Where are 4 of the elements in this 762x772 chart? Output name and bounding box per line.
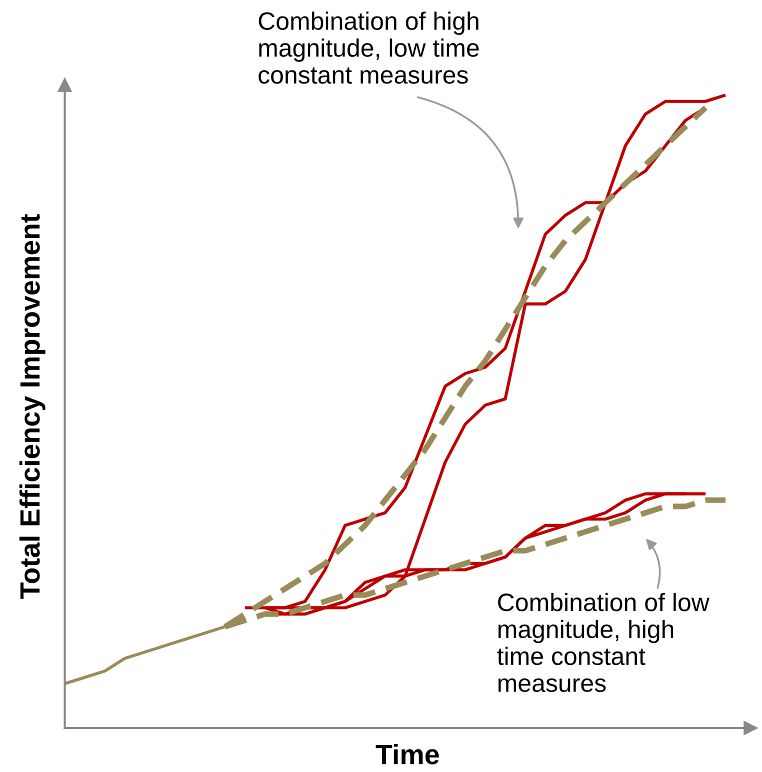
text: Combination of high magnitude, low time constant measures (258, 12, 479, 84)
annotation: Combination of low magnitude, high time constant measures (497, 592, 710, 692)
y-axis-title: Total Efficiency Improvement (19, 214, 46, 599)
x-axis-title: Time (376, 744, 439, 764)
